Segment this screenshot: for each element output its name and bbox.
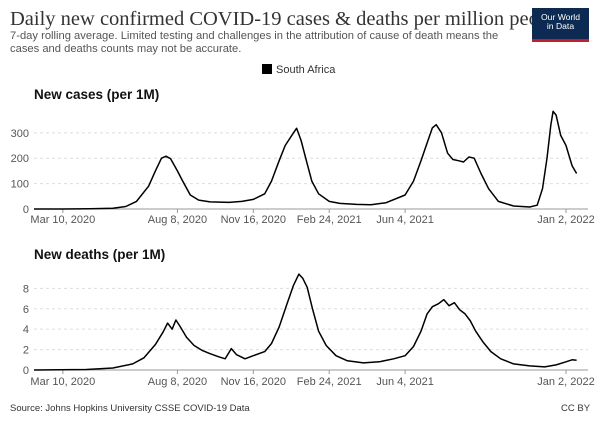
legend-label: South Africa bbox=[276, 64, 336, 76]
series-line-south-africa bbox=[33, 273, 577, 371]
page-title: Daily new confirmed COVID-19 cases & dea… bbox=[10, 8, 564, 30]
y-tick-label: 0 bbox=[23, 365, 29, 377]
x-tick-label: Aug 8, 2020 bbox=[148, 376, 207, 388]
x-tick-label: Aug 8, 2020 bbox=[148, 214, 207, 226]
cases-panel-title: New cases (per 1M) bbox=[34, 87, 160, 102]
y-tick-label: 8 bbox=[23, 283, 29, 295]
x-tick-label: Jun 4, 2021 bbox=[376, 214, 434, 226]
license-note[interactable]: CC BY bbox=[561, 403, 591, 414]
x-tick-label: Jan 2, 2022 bbox=[537, 376, 595, 388]
legend-swatch bbox=[262, 64, 272, 74]
source-note: Source: Johns Hopkins University CSSE CO… bbox=[10, 403, 250, 414]
x-tick-label: Nov 16, 2020 bbox=[221, 214, 286, 226]
x-tick-label: Jun 4, 2021 bbox=[376, 376, 434, 388]
x-tick-label: Mar 10, 2020 bbox=[30, 214, 95, 226]
logo-line-2: in Data bbox=[546, 21, 575, 31]
x-tick-label: Jan 2, 2022 bbox=[537, 214, 595, 226]
y-tick-label: 2 bbox=[23, 345, 29, 357]
y-tick-label: 0 bbox=[23, 204, 29, 216]
series-line-south-africa bbox=[34, 110, 578, 210]
x-tick-label: Mar 10, 2020 bbox=[30, 376, 95, 388]
page-subtitle: 7-day rolling average. Limited testing a… bbox=[10, 30, 499, 55]
y-tick-label: 200 bbox=[11, 153, 29, 165]
y-tick-label: 100 bbox=[11, 179, 29, 191]
deaths-panel-title: New deaths (per 1M) bbox=[34, 247, 166, 262]
y-tick-label: 300 bbox=[11, 128, 29, 140]
y-tick-label: 4 bbox=[23, 324, 29, 336]
owid-logo[interactable]: Our World in Data bbox=[532, 8, 589, 42]
x-tick-label: Nov 16, 2020 bbox=[221, 376, 286, 388]
y-tick-label: 6 bbox=[23, 304, 29, 316]
x-tick-label: Feb 24, 2021 bbox=[297, 214, 362, 226]
x-tick-label: Feb 24, 2021 bbox=[297, 376, 362, 388]
legend[interactable]: South Africa bbox=[262, 64, 335, 76]
logo-line-1: Our World bbox=[541, 12, 580, 22]
